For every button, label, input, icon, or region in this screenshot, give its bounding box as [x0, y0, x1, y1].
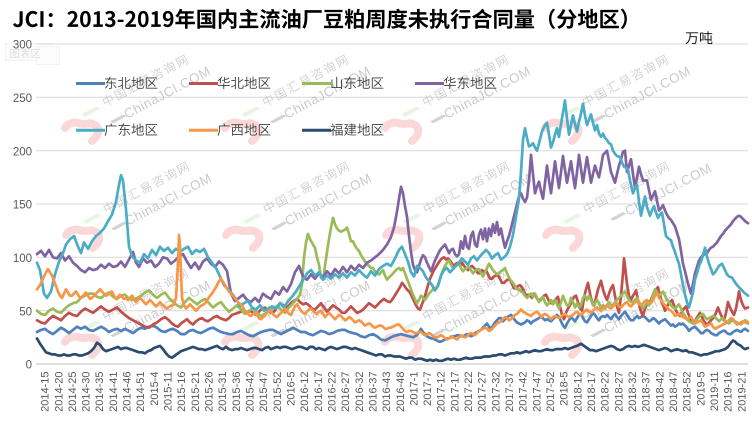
svg-text:2018-37: 2018-37 — [641, 372, 653, 412]
svg-text:2014-35: 2014-35 — [94, 372, 106, 412]
svg-text:2019-21: 2019-21 — [736, 372, 748, 412]
svg-text:2014-15: 2014-15 — [40, 372, 52, 412]
svg-text:2016-27: 2016-27 — [340, 372, 352, 412]
svg-text:0: 0 — [26, 360, 32, 372]
svg-text:2018-52: 2018-52 — [682, 372, 694, 412]
svg-text:2015-47: 2015-47 — [258, 372, 270, 412]
svg-text:2015-52: 2015-52 — [272, 372, 284, 412]
svg-text:2015-26: 2015-26 — [204, 372, 216, 412]
svg-text:2016-17: 2016-17 — [313, 372, 325, 412]
svg-text:200: 200 — [13, 146, 32, 158]
svg-text:2015-31: 2015-31 — [217, 372, 229, 412]
svg-text:2014-41: 2014-41 — [108, 372, 120, 412]
svg-text:2014-51: 2014-51 — [135, 372, 147, 412]
svg-text:2014-25: 2014-25 — [67, 372, 79, 412]
svg-text:2019-16: 2019-16 — [723, 372, 735, 412]
svg-text:2017-42: 2017-42 — [518, 372, 530, 412]
svg-text:2015-16: 2015-16 — [176, 372, 188, 412]
svg-text:300: 300 — [13, 40, 32, 52]
svg-text:2019-5: 2019-5 — [695, 372, 707, 406]
svg-text:2017-7: 2017-7 — [422, 372, 434, 406]
svg-text:2018-47: 2018-47 — [668, 372, 680, 412]
svg-text:2014-46: 2014-46 — [122, 372, 134, 412]
svg-text:2015-42: 2015-42 — [245, 372, 257, 412]
svg-text:2018-17: 2018-17 — [586, 372, 598, 412]
svg-text:2014-30: 2014-30 — [81, 372, 93, 412]
svg-text:2015-36: 2015-36 — [231, 372, 243, 412]
svg-text:2018-22: 2018-22 — [600, 372, 612, 412]
svg-text:50: 50 — [19, 306, 32, 318]
svg-text:2016-48: 2016-48 — [395, 372, 407, 412]
svg-text:2017-12: 2017-12 — [436, 372, 448, 412]
svg-text:2017-32: 2017-32 — [490, 372, 502, 412]
svg-text:2017-47: 2017-47 — [531, 372, 543, 412]
svg-text:2018-27: 2018-27 — [613, 372, 625, 412]
svg-text:2019-11: 2019-11 — [709, 372, 721, 412]
svg-text:2015-21: 2015-21 — [190, 372, 202, 412]
svg-text:2017-52: 2017-52 — [545, 372, 557, 412]
svg-text:2017-27: 2017-27 — [477, 372, 489, 412]
svg-text:100: 100 — [13, 253, 32, 265]
svg-text:2018-42: 2018-42 — [654, 372, 666, 412]
svg-text:2017-1: 2017-1 — [408, 372, 420, 406]
svg-text:250: 250 — [13, 93, 32, 105]
svg-text:2016-43: 2016-43 — [381, 372, 393, 412]
svg-text:2015-11: 2015-11 — [163, 372, 175, 412]
svg-text:2016-12: 2016-12 — [299, 372, 311, 412]
svg-text:2015-4: 2015-4 — [149, 372, 161, 406]
svg-text:2016-22: 2016-22 — [327, 372, 339, 412]
svg-text:2016-32: 2016-32 — [354, 372, 366, 412]
svg-text:2016-5: 2016-5 — [286, 372, 298, 406]
svg-text:2016-37: 2016-37 — [367, 372, 379, 412]
svg-text:2018-5: 2018-5 — [559, 372, 571, 406]
svg-text:150: 150 — [13, 200, 32, 212]
svg-text:2017-17: 2017-17 — [449, 372, 461, 412]
svg-text:2017-22: 2017-22 — [463, 372, 475, 412]
svg-text:2018-32: 2018-32 — [627, 372, 639, 412]
svg-text:2014-20: 2014-20 — [53, 372, 65, 412]
svg-text:2017-37: 2017-37 — [504, 372, 516, 412]
svg-text:2018-12: 2018-12 — [572, 372, 584, 412]
